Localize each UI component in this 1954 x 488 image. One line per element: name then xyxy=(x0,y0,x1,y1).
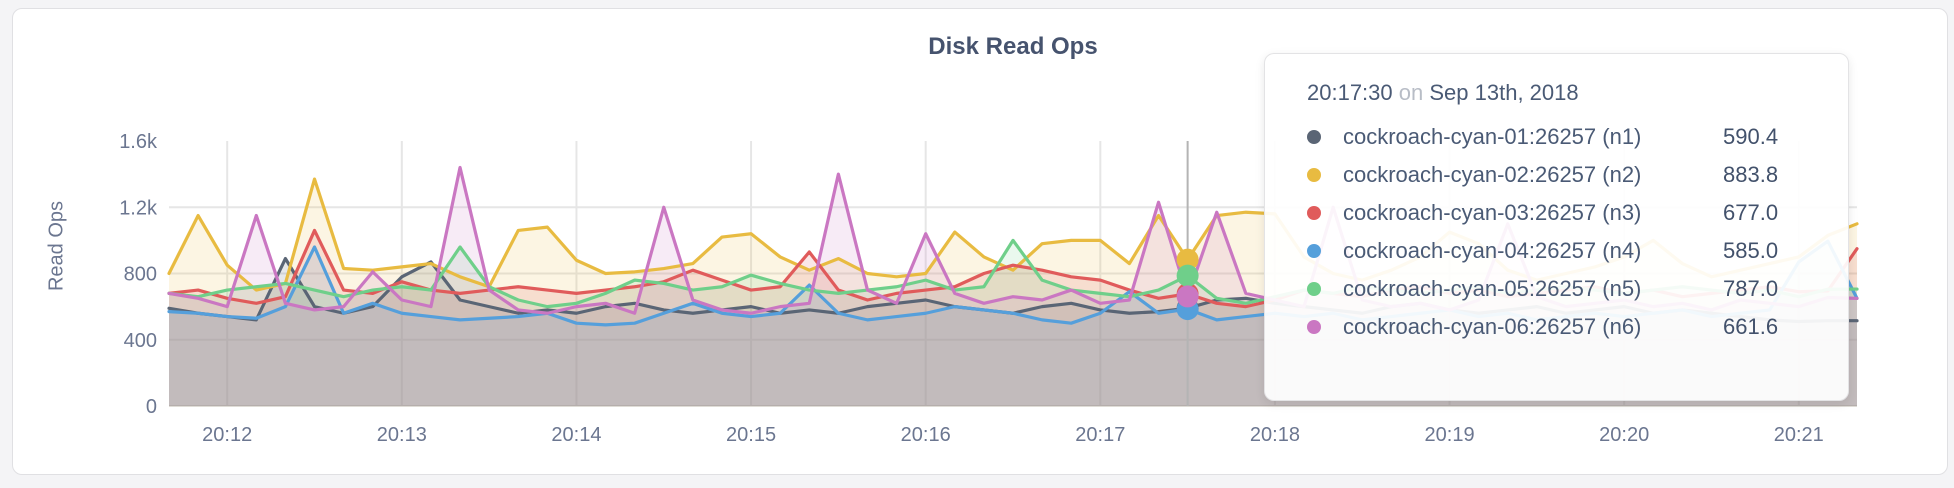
series-name: cockroach-cyan-05:26257 (n5) xyxy=(1343,276,1642,301)
axis-labels: 0 400 800 1.2k 1.6k 20:12 20:13 20:14 20:15 20:16… xyxy=(119,131,1824,446)
x-tick-label: 20:12 xyxy=(202,424,252,446)
x-tick-label: 20:15 xyxy=(726,424,776,446)
tooltip-row: cockroach-cyan-04:26257 (n4) 585.0 xyxy=(1307,232,1818,270)
series-value: 677.0 xyxy=(1723,200,1779,225)
y-tick-label: 1.6k xyxy=(119,131,158,153)
x-tick-label: 20:19 xyxy=(1425,424,1475,446)
hover-tooltip: 20:17:30 on Sep 13th, 2018 cockroach-cya… xyxy=(1264,53,1849,401)
series-value: 585.0 xyxy=(1723,238,1779,263)
series-dot xyxy=(1307,168,1321,182)
series-name: cockroach-cyan-06:26257 (n6) xyxy=(1343,314,1642,339)
series-value: 787.0 xyxy=(1723,276,1779,301)
tooltip-time: 20:17:30 xyxy=(1307,80,1393,105)
series-dot xyxy=(1307,206,1321,220)
x-tick-label: 20:14 xyxy=(551,424,601,446)
y-tick-label: 0 xyxy=(146,396,157,418)
x-tick-label: 20:18 xyxy=(1250,424,1300,446)
series-name: cockroach-cyan-01:26257 (n1) xyxy=(1343,124,1642,149)
series-value: 883.8 xyxy=(1723,162,1779,187)
x-tick-label: 20:20 xyxy=(1599,424,1649,446)
series-dot xyxy=(1307,320,1321,334)
y-tick-label: 400 xyxy=(124,330,157,352)
tooltip-row: cockroach-cyan-06:26257 (n6) 661.6 xyxy=(1307,308,1818,346)
tooltip-header: 20:17:30 on Sep 13th, 2018 xyxy=(1307,80,1818,106)
series-name: cockroach-cyan-04:26257 (n4) xyxy=(1343,238,1642,263)
x-tick-label: 20:21 xyxy=(1774,424,1824,446)
y-tick-label: 1.2k xyxy=(119,197,158,219)
series-name: cockroach-cyan-02:26257 (n2) xyxy=(1343,162,1642,187)
chart-title: Disk Read Ops xyxy=(928,33,1098,60)
series-dot xyxy=(1307,282,1321,296)
tooltip-row: cockroach-cyan-01:26257 (n1) 590.4 xyxy=(1307,118,1818,156)
tooltip-row: cockroach-cyan-03:26257 (n3) 677.0 xyxy=(1307,194,1818,232)
tooltip-row: cockroach-cyan-02:26257 (n2) 883.8 xyxy=(1307,156,1818,194)
tooltip-date: Sep 13th, 2018 xyxy=(1429,80,1579,105)
series-dot xyxy=(1307,130,1321,144)
x-tick-label: 20:17 xyxy=(1075,424,1125,446)
hover-point xyxy=(1176,248,1199,271)
x-tick-label: 20:16 xyxy=(901,424,951,446)
series-value: 590.4 xyxy=(1723,124,1779,149)
hover-point xyxy=(1176,285,1199,308)
y-tick-label: 800 xyxy=(124,264,157,286)
series-dot xyxy=(1307,244,1321,258)
series-name: cockroach-cyan-03:26257 (n3) xyxy=(1343,200,1642,225)
tooltip-row: cockroach-cyan-05:26257 (n5) 787.0 xyxy=(1307,270,1818,308)
metric-panel: Disk Read Ops Read Ops 0 400 800 1.2k 1.6k 20… xyxy=(12,8,1948,475)
x-tick-label: 20:13 xyxy=(377,424,427,446)
tooltip-connector: on xyxy=(1398,80,1424,105)
series-value: 661.6 xyxy=(1723,314,1779,339)
hover-point xyxy=(1176,264,1199,287)
hover-marker xyxy=(1176,141,1199,406)
